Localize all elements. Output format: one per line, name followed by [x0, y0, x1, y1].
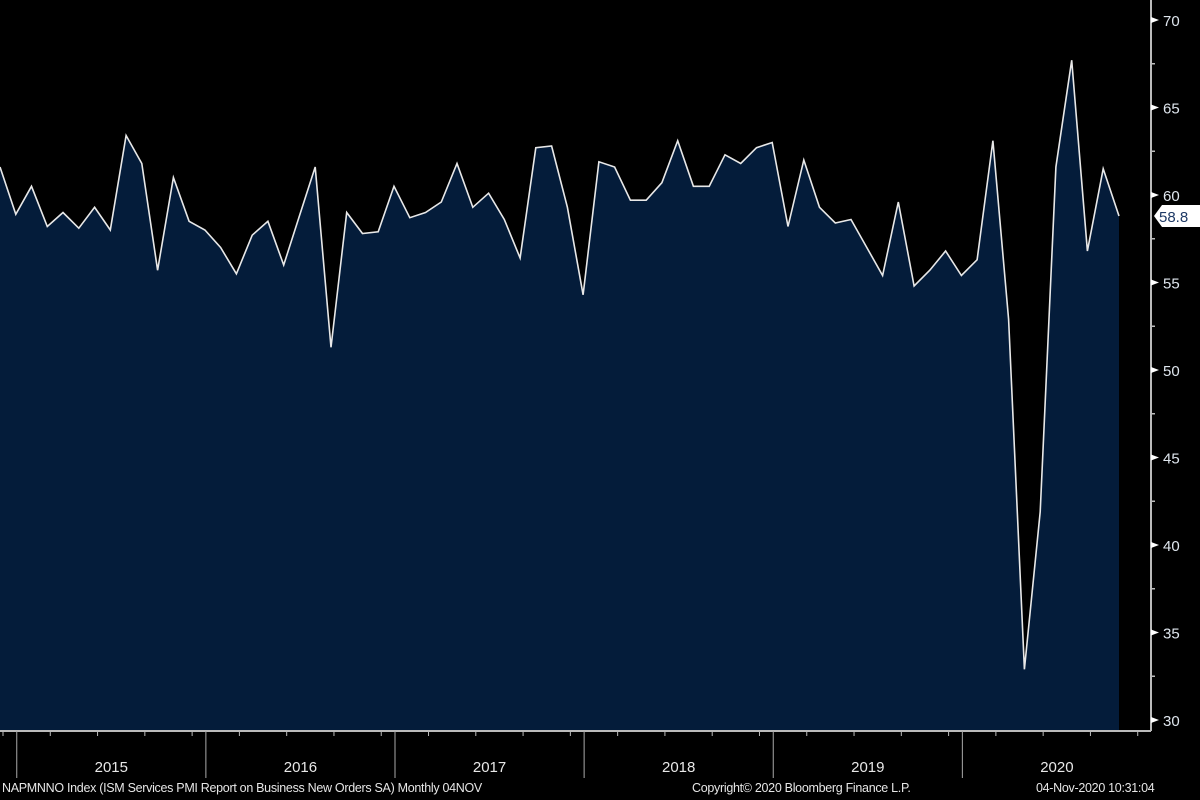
y-tick — [1151, 629, 1159, 636]
y-tick-label: 45 — [1163, 451, 1180, 468]
y-tick-label: 40 — [1163, 538, 1180, 555]
series-line — [0, 60, 1120, 670]
y-tick-label: 65 — [1163, 101, 1180, 118]
x-tick-label: 2015 — [95, 759, 128, 776]
footer-timestamp: 04-Nov-2020 10:31:04 — [1036, 781, 1155, 795]
footer-copyright: Copyright© 2020 Bloomberg Finance L.P. — [692, 781, 911, 795]
last-value-marker — [1154, 205, 1200, 227]
y-tick-label: 70 — [1163, 13, 1180, 30]
last-value-label: 58.8 — [1159, 209, 1188, 226]
x-tick-label: 2020 — [1040, 759, 1073, 776]
y-tick — [1151, 17, 1159, 23]
y-tick-label: 55 — [1163, 276, 1180, 293]
y-tick-label: 30 — [1163, 713, 1180, 730]
y-tick — [1151, 104, 1159, 111]
x-tick-label: 2019 — [851, 759, 884, 776]
x-tick-label: 2016 — [284, 759, 317, 776]
y-tick — [1151, 279, 1159, 286]
series-area — [0, 60, 1119, 731]
y-tick-label: 50 — [1163, 363, 1180, 380]
y-tick — [1151, 717, 1159, 723]
y-tick — [1151, 542, 1159, 548]
y-tick — [1151, 192, 1159, 198]
y-tick-label: 60 — [1163, 188, 1180, 205]
y-tick — [1151, 454, 1159, 461]
y-tick — [1151, 367, 1159, 373]
x-tick-label: 2018 — [662, 759, 695, 776]
x-tick-label: 2017 — [473, 759, 506, 776]
y-tick-label: 35 — [1163, 626, 1180, 643]
footer-description: NAPMNNO Index (ISM Services PMI Report o… — [2, 781, 482, 795]
